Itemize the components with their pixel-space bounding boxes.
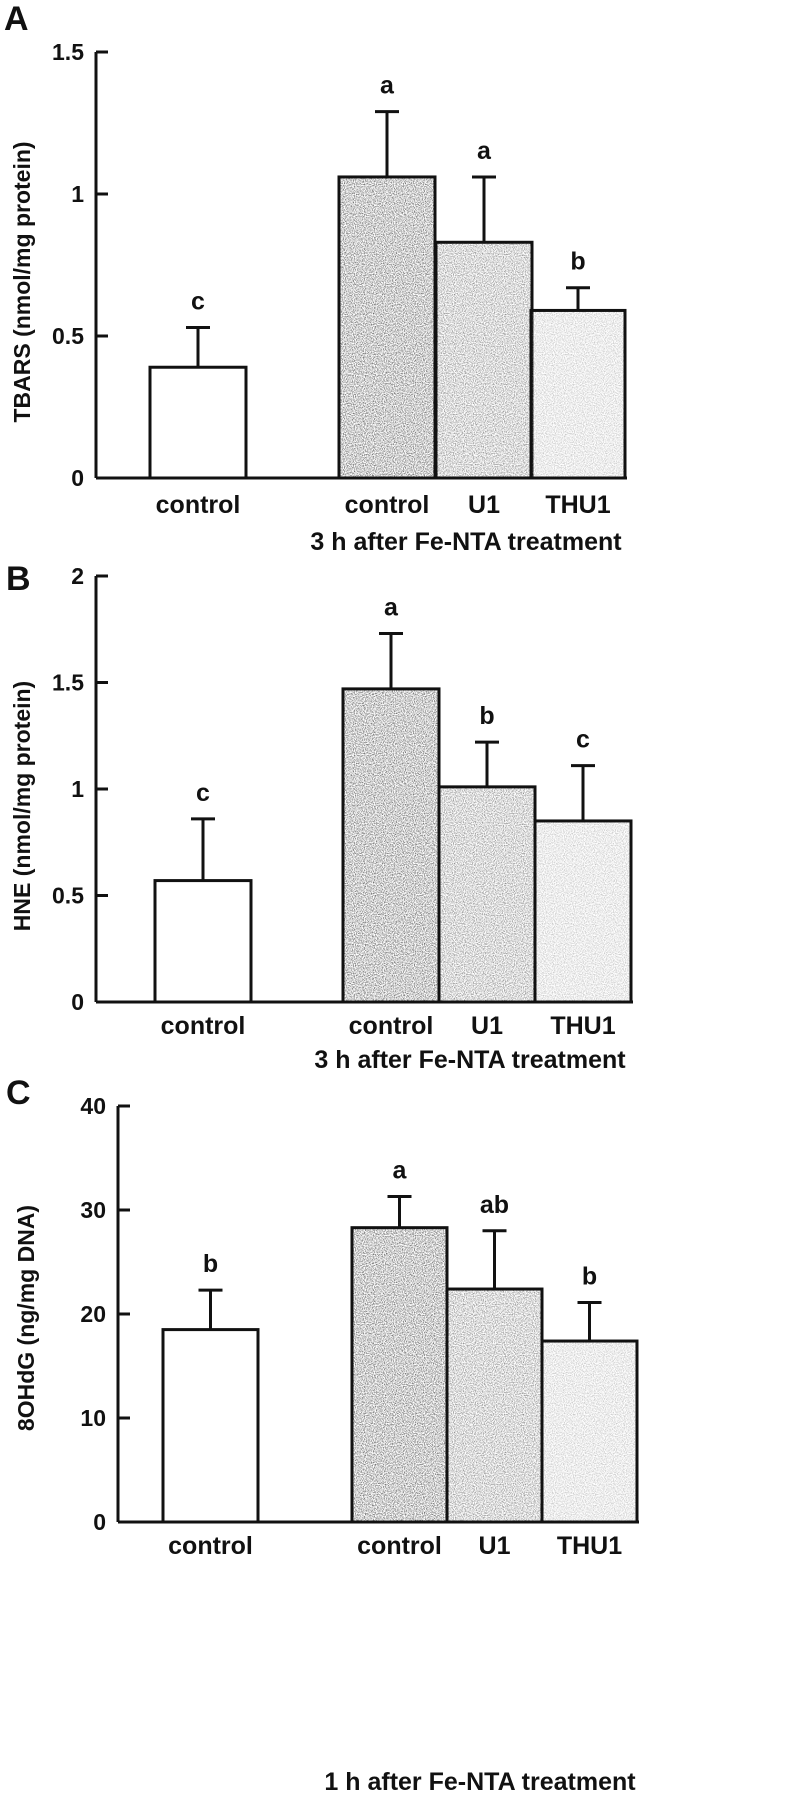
- y-tick-label-c-1: 10: [80, 1405, 106, 1431]
- y-tick-label-b-4: 2: [71, 563, 84, 589]
- category-label-b-1: control: [349, 1012, 434, 1040]
- group-label-c: 1 h after Fe-NTA treatment: [324, 1768, 636, 1796]
- y-tick-label-c-3: 30: [80, 1197, 106, 1223]
- y-tick-label-a-3: 1.5: [52, 39, 84, 65]
- significance-label-a-3: b: [570, 248, 585, 276]
- panel-letter-c: C: [6, 1074, 31, 1112]
- bar-a-1: [337, 175, 437, 480]
- significance-label-a-0: c: [191, 287, 205, 315]
- category-label-a-2: U1: [468, 491, 500, 519]
- bar-b-2: [437, 785, 537, 1004]
- panel-b: B HNE (nmol/mg protein) 0 0.5 1 1.5 2 c contro…: [6, 560, 633, 1074]
- y-tick-label-a-1: 0.5: [52, 323, 84, 349]
- category-label-c-0: control: [168, 1532, 253, 1560]
- category-label-b-3: THU1: [550, 1012, 615, 1040]
- panel-letter-b: B: [6, 560, 31, 598]
- significance-label-c-0: b: [203, 1250, 218, 1278]
- panel-a: A TBARS (nmol/mg protein) 0 0.5 1 1.5 c contr…: [4, 0, 627, 556]
- y-axis-label-a: TBARS (nmol/mg protein): [9, 141, 35, 422]
- category-label-c-2: U1: [479, 1532, 511, 1560]
- panel-c: C 8OHdG (ng/mg DNA) 0 10 20 30 40 b control a co…: [6, 1074, 639, 1796]
- significance-label-c-3: b: [582, 1263, 597, 1291]
- category-label-a-0: control: [156, 491, 241, 519]
- bar-a-3: [529, 308, 627, 480]
- y-tick-label-b-3: 1.5: [52, 670, 84, 696]
- significance-label-c-1: a: [393, 1156, 408, 1184]
- group-label-a: 3 h after Fe-NTA treatment: [310, 528, 622, 556]
- bar-a-2: [434, 240, 534, 480]
- category-label-a-1: control: [345, 491, 430, 519]
- bar-b-1: [341, 687, 441, 1004]
- y-tick-label-c-0: 0: [93, 1509, 106, 1535]
- y-tick-label-b-2: 1: [71, 776, 84, 802]
- bar-c-3: [540, 1339, 639, 1524]
- significance-label-c-2: ab: [480, 1191, 509, 1219]
- y-axis-label-c: 8OHdG (ng/mg DNA): [13, 1205, 39, 1431]
- significance-label-b-3: c: [576, 726, 590, 754]
- bar-b-3: [533, 819, 633, 1004]
- panel-letter-a: A: [4, 0, 29, 38]
- category-label-b-0: control: [161, 1012, 246, 1040]
- plot-area-b: 0 0.5 1 1.5 2 c control a control b U1 c THU1: [52, 563, 633, 1040]
- y-tick-label-b-1: 0.5: [52, 883, 84, 909]
- y-tick-label-a-0: 0: [71, 465, 84, 491]
- plot-area-a: 0 0.5 1 1.5 c control a control a U1 b THU1: [52, 39, 627, 519]
- group-label-b: 3 h after Fe-NTA treatment: [314, 1046, 626, 1074]
- category-label-b-2: U1: [471, 1012, 503, 1040]
- significance-label-a-2: a: [477, 137, 492, 165]
- significance-label-a-1: a: [380, 72, 395, 100]
- category-label-c-3: THU1: [557, 1532, 622, 1560]
- bar-c-2: [445, 1287, 544, 1524]
- bar-a-0: [148, 365, 248, 480]
- bar-b-0: [153, 879, 253, 1004]
- y-tick-label-b-0: 0: [71, 989, 84, 1015]
- y-tick-label-c-2: 20: [80, 1301, 106, 1327]
- significance-label-b-0: c: [196, 779, 210, 807]
- y-axis-label-b: HNE (nmol/mg protein): [9, 681, 35, 931]
- category-label-a-3: THU1: [545, 491, 610, 519]
- category-label-c-1: control: [357, 1532, 442, 1560]
- plot-area-c: 0 10 20 30 40 b control a control ab U1 b THU1: [80, 1093, 639, 1560]
- bar-c-1: [350, 1226, 449, 1524]
- y-tick-label-a-2: 1: [71, 181, 84, 207]
- bar-c-0: [161, 1328, 260, 1524]
- significance-label-b-2: b: [479, 702, 494, 730]
- y-tick-label-c-4: 40: [80, 1093, 106, 1119]
- significance-label-b-1: a: [384, 594, 399, 622]
